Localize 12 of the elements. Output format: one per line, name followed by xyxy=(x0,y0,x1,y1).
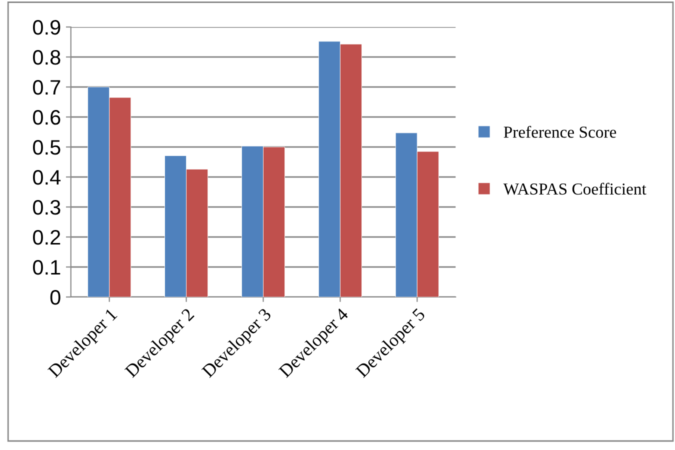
y-tick-label: 0.7 xyxy=(33,80,60,95)
legend-label: Preference Score xyxy=(504,126,616,138)
y-tick-label: 0 xyxy=(50,290,60,305)
y-tick-label: 0.2 xyxy=(33,230,60,245)
y-tick-label: 0.5 xyxy=(33,140,60,155)
y-tick-label: 0.4 xyxy=(33,170,61,185)
y-tick-label: 0.9 xyxy=(33,20,60,35)
legend-label: WASPAS Coefficient xyxy=(503,182,646,195)
y-tick-label: 0.8 xyxy=(33,50,60,65)
y-tick-label: 0.3 xyxy=(33,200,60,215)
y-tick-label: 0.1 xyxy=(33,260,60,275)
y-tick-label: 0.6 xyxy=(33,110,60,125)
